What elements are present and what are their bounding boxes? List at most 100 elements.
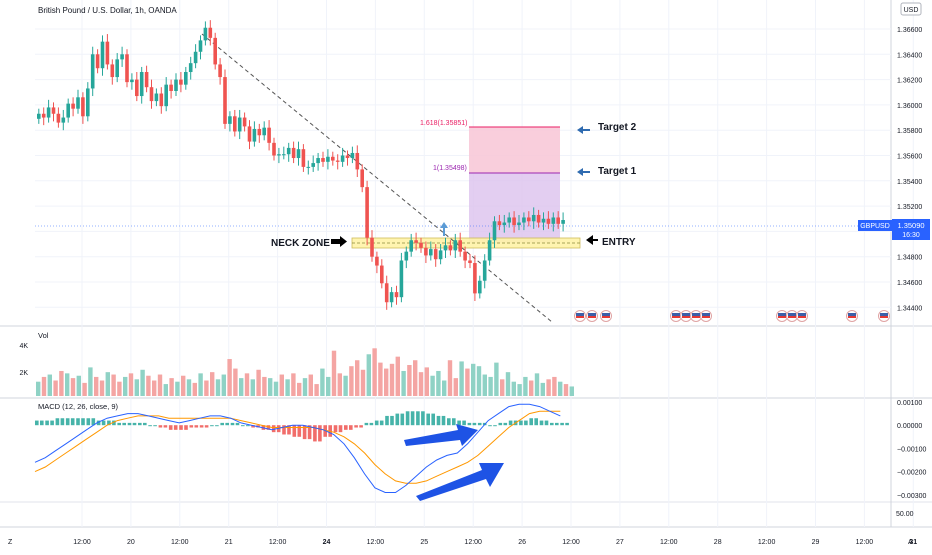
price-tick-label: 1.36000 bbox=[897, 103, 922, 110]
macd-histogram-bar bbox=[302, 425, 307, 440]
candle-body bbox=[497, 221, 502, 226]
symbol-badge-label: GBPUSD bbox=[860, 223, 890, 230]
candle-body bbox=[262, 127, 266, 136]
event-flag-stripe bbox=[576, 316, 584, 318]
volume-bar bbox=[360, 369, 366, 396]
event-flag-icon bbox=[776, 310, 788, 322]
candle-body bbox=[282, 154, 286, 156]
candle-body bbox=[46, 107, 51, 118]
event-flag-stripe bbox=[702, 316, 710, 318]
macd-histogram-bar bbox=[426, 413, 430, 426]
economic-event-flags[interactable] bbox=[574, 310, 890, 322]
volume-bar bbox=[314, 384, 319, 396]
candle-body bbox=[512, 217, 516, 226]
macd-histogram-bar bbox=[313, 425, 317, 442]
candle-body bbox=[536, 214, 541, 223]
macd-histogram-bar bbox=[544, 420, 549, 426]
candle-body bbox=[90, 54, 95, 89]
candle-body bbox=[115, 59, 119, 78]
macd-histogram-bar bbox=[555, 422, 559, 426]
time-tick-label: 27 bbox=[616, 539, 624, 546]
macd-histogram-bar bbox=[241, 425, 245, 427]
macd-histogram-bar bbox=[215, 425, 219, 427]
macd-histogram-bar bbox=[65, 418, 70, 426]
macd-tick-label: 0.00000 bbox=[897, 423, 922, 430]
volume-bar bbox=[117, 381, 122, 396]
price-tick-label: 1.34800 bbox=[897, 255, 922, 262]
volume-bar bbox=[215, 379, 221, 396]
target2-zone bbox=[469, 127, 560, 173]
neck-zone-arrow-icon bbox=[331, 236, 347, 247]
auto-scale-button[interactable]: A bbox=[908, 539, 913, 546]
volume-bar bbox=[372, 348, 377, 396]
candle-body bbox=[61, 117, 66, 123]
candle-body bbox=[198, 40, 203, 52]
macd-histogram-bar bbox=[416, 411, 420, 426]
event-flag-icon bbox=[574, 310, 586, 322]
candle-body bbox=[556, 217, 560, 224]
volume-bar bbox=[36, 381, 41, 396]
candle-body bbox=[414, 240, 418, 243]
candle-body bbox=[522, 217, 526, 223]
macd-histogram-bar bbox=[307, 425, 312, 440]
macd-histogram-bar bbox=[565, 422, 569, 426]
candle-body bbox=[301, 149, 306, 167]
volume-bar bbox=[534, 373, 540, 396]
price-tick-label: 1.36600 bbox=[897, 27, 922, 34]
macd-histogram-bar bbox=[493, 425, 497, 427]
macd-histogram-bar bbox=[431, 413, 435, 426]
macd-histogram-bar bbox=[364, 422, 369, 426]
candle-body bbox=[527, 217, 531, 222]
macd-histogram-bar bbox=[369, 422, 374, 426]
macd-histogram-bar bbox=[560, 422, 564, 426]
target1-label: Target 1 bbox=[598, 166, 637, 177]
volume-bar bbox=[140, 369, 145, 396]
candle-body bbox=[193, 51, 198, 64]
candle-body bbox=[179, 79, 183, 85]
macd-histogram-bar bbox=[405, 411, 410, 426]
macd-histogram-bar bbox=[282, 425, 286, 435]
macd-histogram-bar bbox=[447, 418, 451, 426]
volume-bar bbox=[152, 380, 157, 396]
macd-histogram-bar bbox=[199, 425, 204, 428]
currency-button[interactable] bbox=[900, 2, 922, 16]
volume-bar bbox=[186, 379, 192, 396]
macd-histogram-bar bbox=[76, 418, 80, 426]
candle-body bbox=[473, 263, 477, 294]
macd-histogram-bar bbox=[266, 425, 271, 430]
macd-histogram-bar bbox=[210, 425, 214, 427]
candle-body bbox=[492, 221, 497, 241]
macd-histogram-bar bbox=[477, 422, 482, 426]
macd-histogram-bar bbox=[194, 425, 199, 428]
neck-zone-label: NECK ZONE bbox=[271, 238, 330, 249]
time-tick-label: 29 bbox=[812, 539, 820, 546]
macd-histogram-bar bbox=[168, 425, 173, 430]
volume-bar bbox=[436, 370, 441, 396]
fib-1-label: 1(1.35498) bbox=[433, 165, 467, 172]
time-tick-label: 12:00 bbox=[856, 539, 874, 546]
time-tick-label: 12:00 bbox=[758, 539, 776, 546]
time-tick-label: 12:00 bbox=[464, 539, 482, 546]
candle-body bbox=[463, 251, 467, 261]
price-tick-label: 1.35400 bbox=[897, 179, 922, 186]
candle-body bbox=[409, 240, 413, 252]
candle-body bbox=[144, 72, 149, 88]
volume-bar bbox=[517, 384, 522, 396]
candle-body bbox=[541, 218, 546, 223]
time-tick-label: 21 bbox=[225, 539, 233, 546]
volume-bar bbox=[250, 379, 255, 396]
volume-bar bbox=[465, 368, 470, 396]
neck-zone-band bbox=[351, 237, 581, 249]
volume-bar bbox=[198, 373, 203, 396]
volume-bar bbox=[395, 356, 400, 396]
left-corner-label[interactable]: Z bbox=[8, 539, 13, 546]
event-flag-icon bbox=[796, 310, 808, 322]
macd-histogram-bar bbox=[86, 418, 91, 426]
macd-histogram-bar bbox=[204, 425, 209, 428]
macd-histogram-bar bbox=[184, 425, 188, 430]
event-flag-icon bbox=[786, 310, 798, 322]
event-flag-icon bbox=[586, 310, 598, 322]
macd-histogram-bar bbox=[292, 425, 297, 437]
